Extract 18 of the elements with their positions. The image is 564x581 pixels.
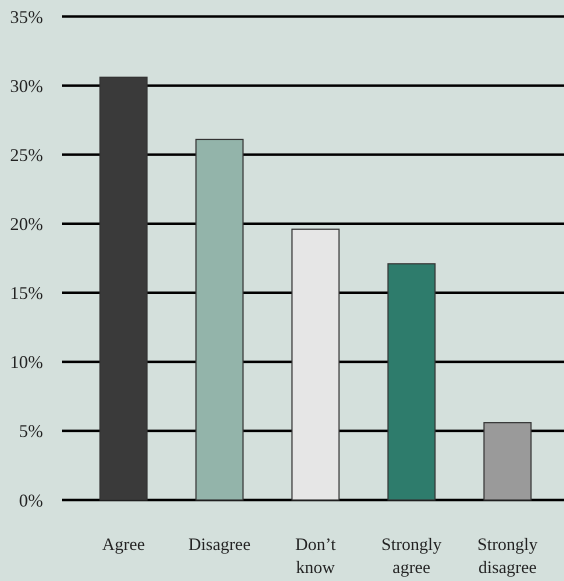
x-tick-label: Disagree (188, 534, 251, 554)
x-tick-label: Agree (102, 534, 146, 554)
y-tick-label: 20% (10, 214, 43, 234)
bar (483, 422, 532, 501)
bar (291, 228, 340, 501)
bar (387, 263, 436, 501)
x-tick-label: Strongly disagree (477, 534, 538, 577)
bar (195, 138, 244, 501)
y-tick-label: 30% (10, 76, 43, 96)
x-tick-label: Don’t know (295, 534, 336, 577)
y-tick-label: 25% (10, 144, 43, 165)
x-tick-label: Strongly agree (381, 534, 442, 577)
y-tick-label: 35% (10, 6, 43, 27)
y-tick-label: 5% (19, 421, 43, 442)
y-tick-label: 0% (19, 490, 43, 510)
y-tick-label: 15% (10, 283, 43, 304)
bar (99, 76, 148, 501)
y-tick-label: 10% (10, 352, 43, 372)
